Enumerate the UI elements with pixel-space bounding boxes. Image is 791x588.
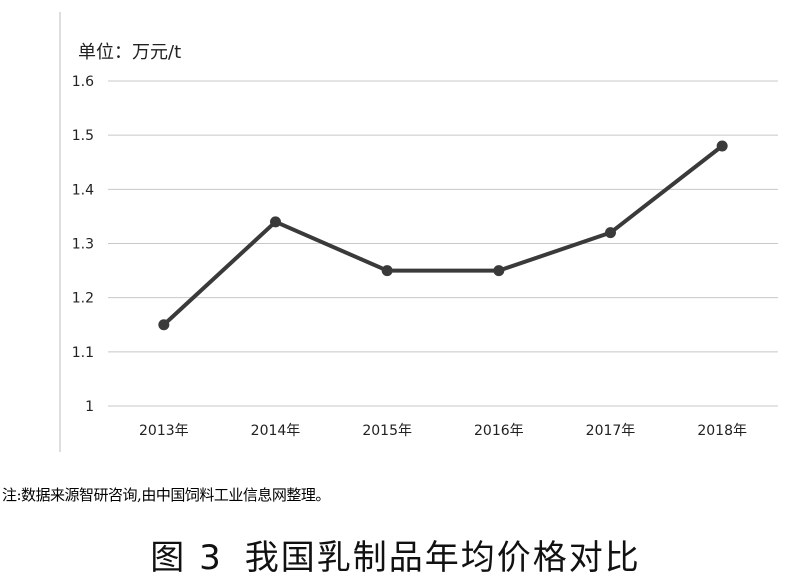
y-tick-label: 1.5 [72, 128, 94, 144]
series-points [158, 140, 728, 331]
data-point [605, 227, 616, 239]
x-tick-label: 2013年 [139, 423, 189, 439]
gridlines [108, 80, 778, 407]
data-point [158, 319, 170, 331]
x-tick-label: 2018年 [697, 423, 747, 439]
y-tick-label: 1.3 [72, 237, 94, 253]
y-tick-label: 1 [85, 399, 94, 415]
figure-title: 我国乳制品年均价格对比 [244, 538, 641, 578]
data-point [716, 140, 728, 152]
y-tick-label: 1.4 [72, 182, 94, 198]
source-note: 注:数据来源智研咨询,由中国饲料工业信息网整理。 [2, 486, 330, 504]
y-tick-label: 1.6 [72, 74, 94, 90]
figure-number: 图 3 [150, 538, 223, 578]
y-tick-label: 1.1 [72, 345, 94, 361]
x-tick-label: 2016年 [474, 423, 524, 439]
unit-label: 单位：万元/t [78, 42, 181, 63]
x-tick-label: 2017年 [586, 423, 636, 439]
x-axis-ticks: 2013年 2014年 2015年 2016年 2017年 2018年 [139, 423, 747, 439]
y-tick-label: 1.2 [72, 291, 94, 307]
figure-caption: 图 3 我国乳制品年均价格对比 [0, 530, 791, 579]
data-point [493, 265, 505, 277]
series-line-0 [161, 144, 725, 327]
y-axis-ticks: 1 1.1 1.2 1.3 1.4 1.5 1.6 [72, 74, 94, 415]
x-tick-label: 2014年 [251, 423, 301, 439]
data-point [270, 216, 281, 228]
x-tick-label: 2015年 [362, 423, 412, 439]
series-line [161, 144, 725, 327]
data-point [381, 265, 393, 277]
